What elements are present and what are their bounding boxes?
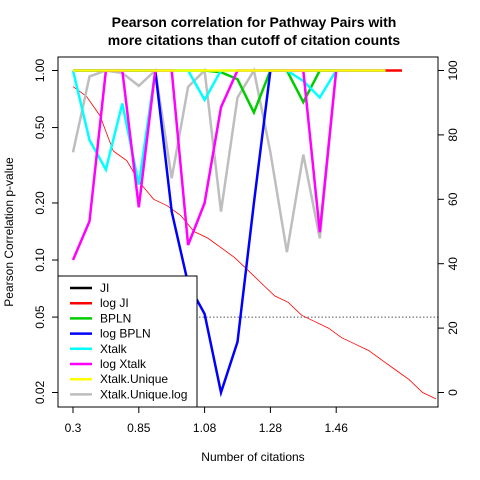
- legend-label: BPLN: [100, 311, 131, 325]
- x-axis: 0.3 0.85 1.08 1.28 1.46: [65, 406, 349, 435]
- right-axis-tick-label: 60: [446, 192, 460, 206]
- y-axis-title: Pearson Correlation p-value: [2, 157, 16, 307]
- x-axis-tick-label: 1.46: [325, 421, 349, 435]
- x-axis-tick-label: 1.28: [259, 421, 283, 435]
- left-axis-tick-label: 0.02: [33, 380, 47, 404]
- chart-title-line1: Pearson correlation for Pathway Pairs wi…: [112, 14, 397, 30]
- right-axis-tick-label: 0: [446, 389, 460, 396]
- series-layer: [71, 67, 402, 398]
- x-axis-tick-label: 1.08: [193, 421, 217, 435]
- left-axis-tick-label: 0.05: [33, 305, 47, 329]
- series-line-log-xtalk: [71, 69, 386, 261]
- right-axis-tick-label: 40: [446, 257, 460, 271]
- right-axis: 0 20 40 60 80 100: [437, 60, 460, 396]
- left-axis-tick-label: 0.20: [33, 191, 47, 215]
- x-axis-title: Number of citations: [201, 450, 304, 464]
- legend-label: log Xtalk: [100, 357, 147, 371]
- legend-label: Xtalk.Unique.log: [100, 387, 187, 401]
- right-axis-tick-label: 100: [446, 60, 460, 80]
- left-axis-tick-label: 1.00: [33, 58, 47, 82]
- legend-label: Xtalk: [100, 342, 128, 356]
- legend-box: [57, 275, 198, 408]
- left-axis-tick-label: 0.10: [33, 248, 47, 272]
- legend-label: JI: [100, 281, 109, 295]
- right-axis-tick-label: 80: [446, 128, 460, 142]
- right-axis-tick-label: 20: [446, 321, 460, 335]
- legend-label: log BPLN: [100, 327, 151, 341]
- left-axis-tick-label: 0.50: [33, 116, 47, 140]
- x-axis-tick-label: 0.85: [127, 421, 151, 435]
- x-axis-tick-label: 0.3: [65, 421, 82, 435]
- legend-label: Xtalk.Unique: [100, 372, 168, 386]
- chart-title-line2: more citations than cutoff of citation c…: [108, 32, 401, 48]
- legend-label: log JI: [100, 296, 129, 310]
